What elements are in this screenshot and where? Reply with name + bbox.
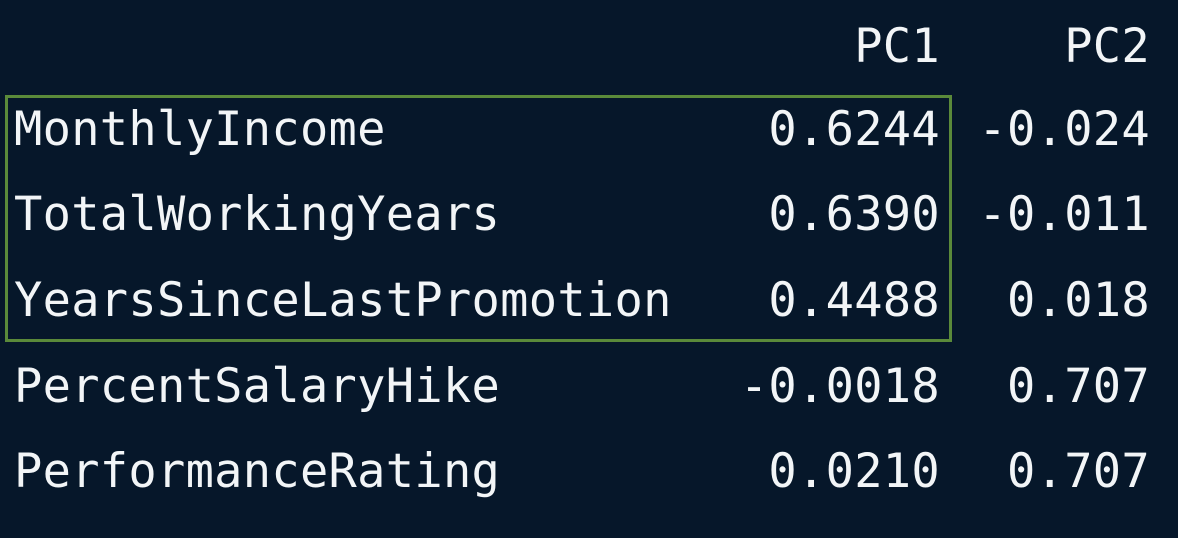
cell-pc1-percent-salary-hike: -0.0018 [739, 359, 940, 414]
cell-pc2-performance-rating: 0.707 [1007, 444, 1150, 499]
cell-pc2-years-since-last-promotion: 0.018 [1007, 273, 1150, 328]
cell-pc1-performance-rating: 0.0210 [768, 444, 940, 499]
column-header-pc1: PC1 [854, 19, 940, 74]
row-label-monthly-income: MonthlyIncome [14, 102, 386, 157]
row-label-performance-rating: PerformanceRating [14, 444, 501, 499]
cell-pc1-total-working-years: 0.6390 [768, 187, 940, 242]
row-label-years-since-last-promotion: YearsSinceLastPromotion [14, 273, 672, 328]
column-header-pc2: PC2 [1064, 19, 1150, 74]
row-label-total-working-years: TotalWorkingYears [14, 187, 501, 242]
cell-pc2-monthly-income: -0.024 [978, 102, 1150, 157]
cell-pc1-monthly-income: 0.6244 [768, 102, 940, 157]
cell-pc1-years-since-last-promotion: 0.4488 [768, 273, 940, 328]
cell-pc2-percent-salary-hike: 0.707 [1007, 359, 1150, 414]
cell-pc2-total-working-years: -0.011 [978, 187, 1150, 242]
row-label-percent-salary-hike: PercentSalaryHike [14, 359, 501, 414]
